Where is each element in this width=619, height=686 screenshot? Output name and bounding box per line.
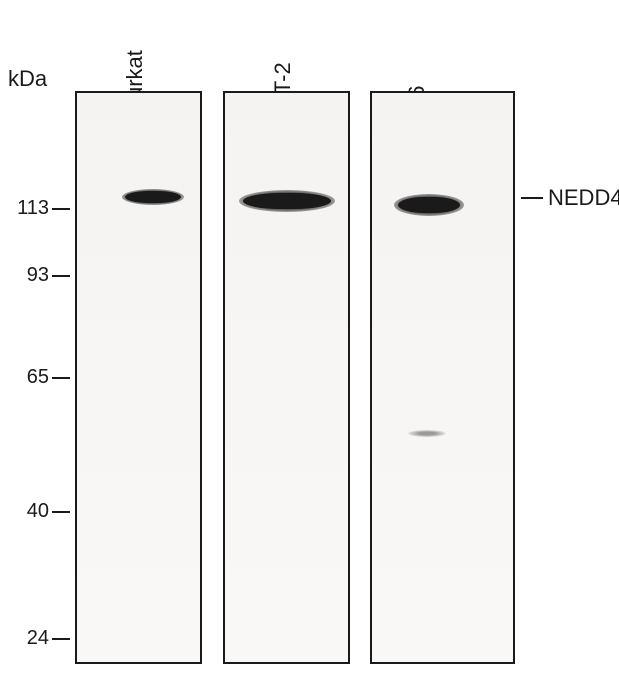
lane-ht2	[223, 91, 350, 664]
mw-label-93: 93	[27, 264, 49, 287]
mw-tick-113	[52, 208, 70, 210]
band-ht2-nedd4-core	[243, 193, 331, 209]
kda-unit-label: kDa	[8, 66, 47, 92]
lane-jurkat	[75, 91, 202, 664]
protein-tick-nedd4	[521, 197, 543, 199]
mw-label-24: 24	[27, 627, 49, 650]
mw-tick-93	[52, 275, 70, 277]
mw-label-40: 40	[27, 500, 49, 523]
band-jurkat-nedd4-core	[125, 191, 181, 203]
mw-tick-65	[52, 377, 70, 379]
lane-l6	[370, 91, 515, 664]
mw-tick-40	[52, 511, 70, 513]
band-l6-nedd4-core	[398, 197, 460, 213]
western-blot-figure: kDa 113 93 65 40 24 Jurkat HT-2 L6 NEDD4	[0, 0, 619, 686]
mw-label-65: 65	[27, 366, 49, 389]
mw-label-113: 113	[17, 197, 49, 220]
band-l6-faint	[408, 430, 446, 437]
mw-tick-24	[52, 638, 70, 640]
protein-label-nedd4: NEDD4	[548, 185, 619, 211]
